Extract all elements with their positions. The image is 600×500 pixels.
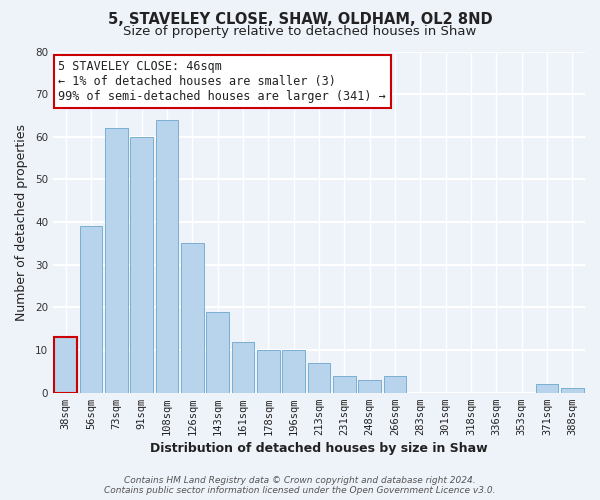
Bar: [358, 380, 381, 392]
Text: Size of property relative to detached houses in Shaw: Size of property relative to detached ho…: [124, 25, 476, 38]
Bar: [105, 128, 128, 392]
Bar: [536, 384, 559, 392]
Bar: [155, 120, 178, 392]
Y-axis label: Number of detached properties: Number of detached properties: [15, 124, 28, 320]
X-axis label: Distribution of detached houses by size in Shaw: Distribution of detached houses by size …: [150, 442, 488, 455]
Bar: [181, 244, 203, 392]
Bar: [257, 350, 280, 393]
Text: 5 STAVELEY CLOSE: 46sqm
← 1% of detached houses are smaller (3)
99% of semi-deta: 5 STAVELEY CLOSE: 46sqm ← 1% of detached…: [58, 60, 386, 103]
Bar: [54, 338, 77, 392]
Bar: [308, 363, 331, 392]
Bar: [561, 388, 584, 392]
Text: 5, STAVELEY CLOSE, SHAW, OLDHAM, OL2 8ND: 5, STAVELEY CLOSE, SHAW, OLDHAM, OL2 8ND: [107, 12, 493, 28]
Bar: [80, 226, 103, 392]
Bar: [130, 137, 153, 392]
Bar: [383, 376, 406, 392]
Bar: [282, 350, 305, 393]
Text: Contains HM Land Registry data © Crown copyright and database right 2024.
Contai: Contains HM Land Registry data © Crown c…: [104, 476, 496, 495]
Bar: [206, 312, 229, 392]
Bar: [232, 342, 254, 392]
Bar: [333, 376, 356, 392]
